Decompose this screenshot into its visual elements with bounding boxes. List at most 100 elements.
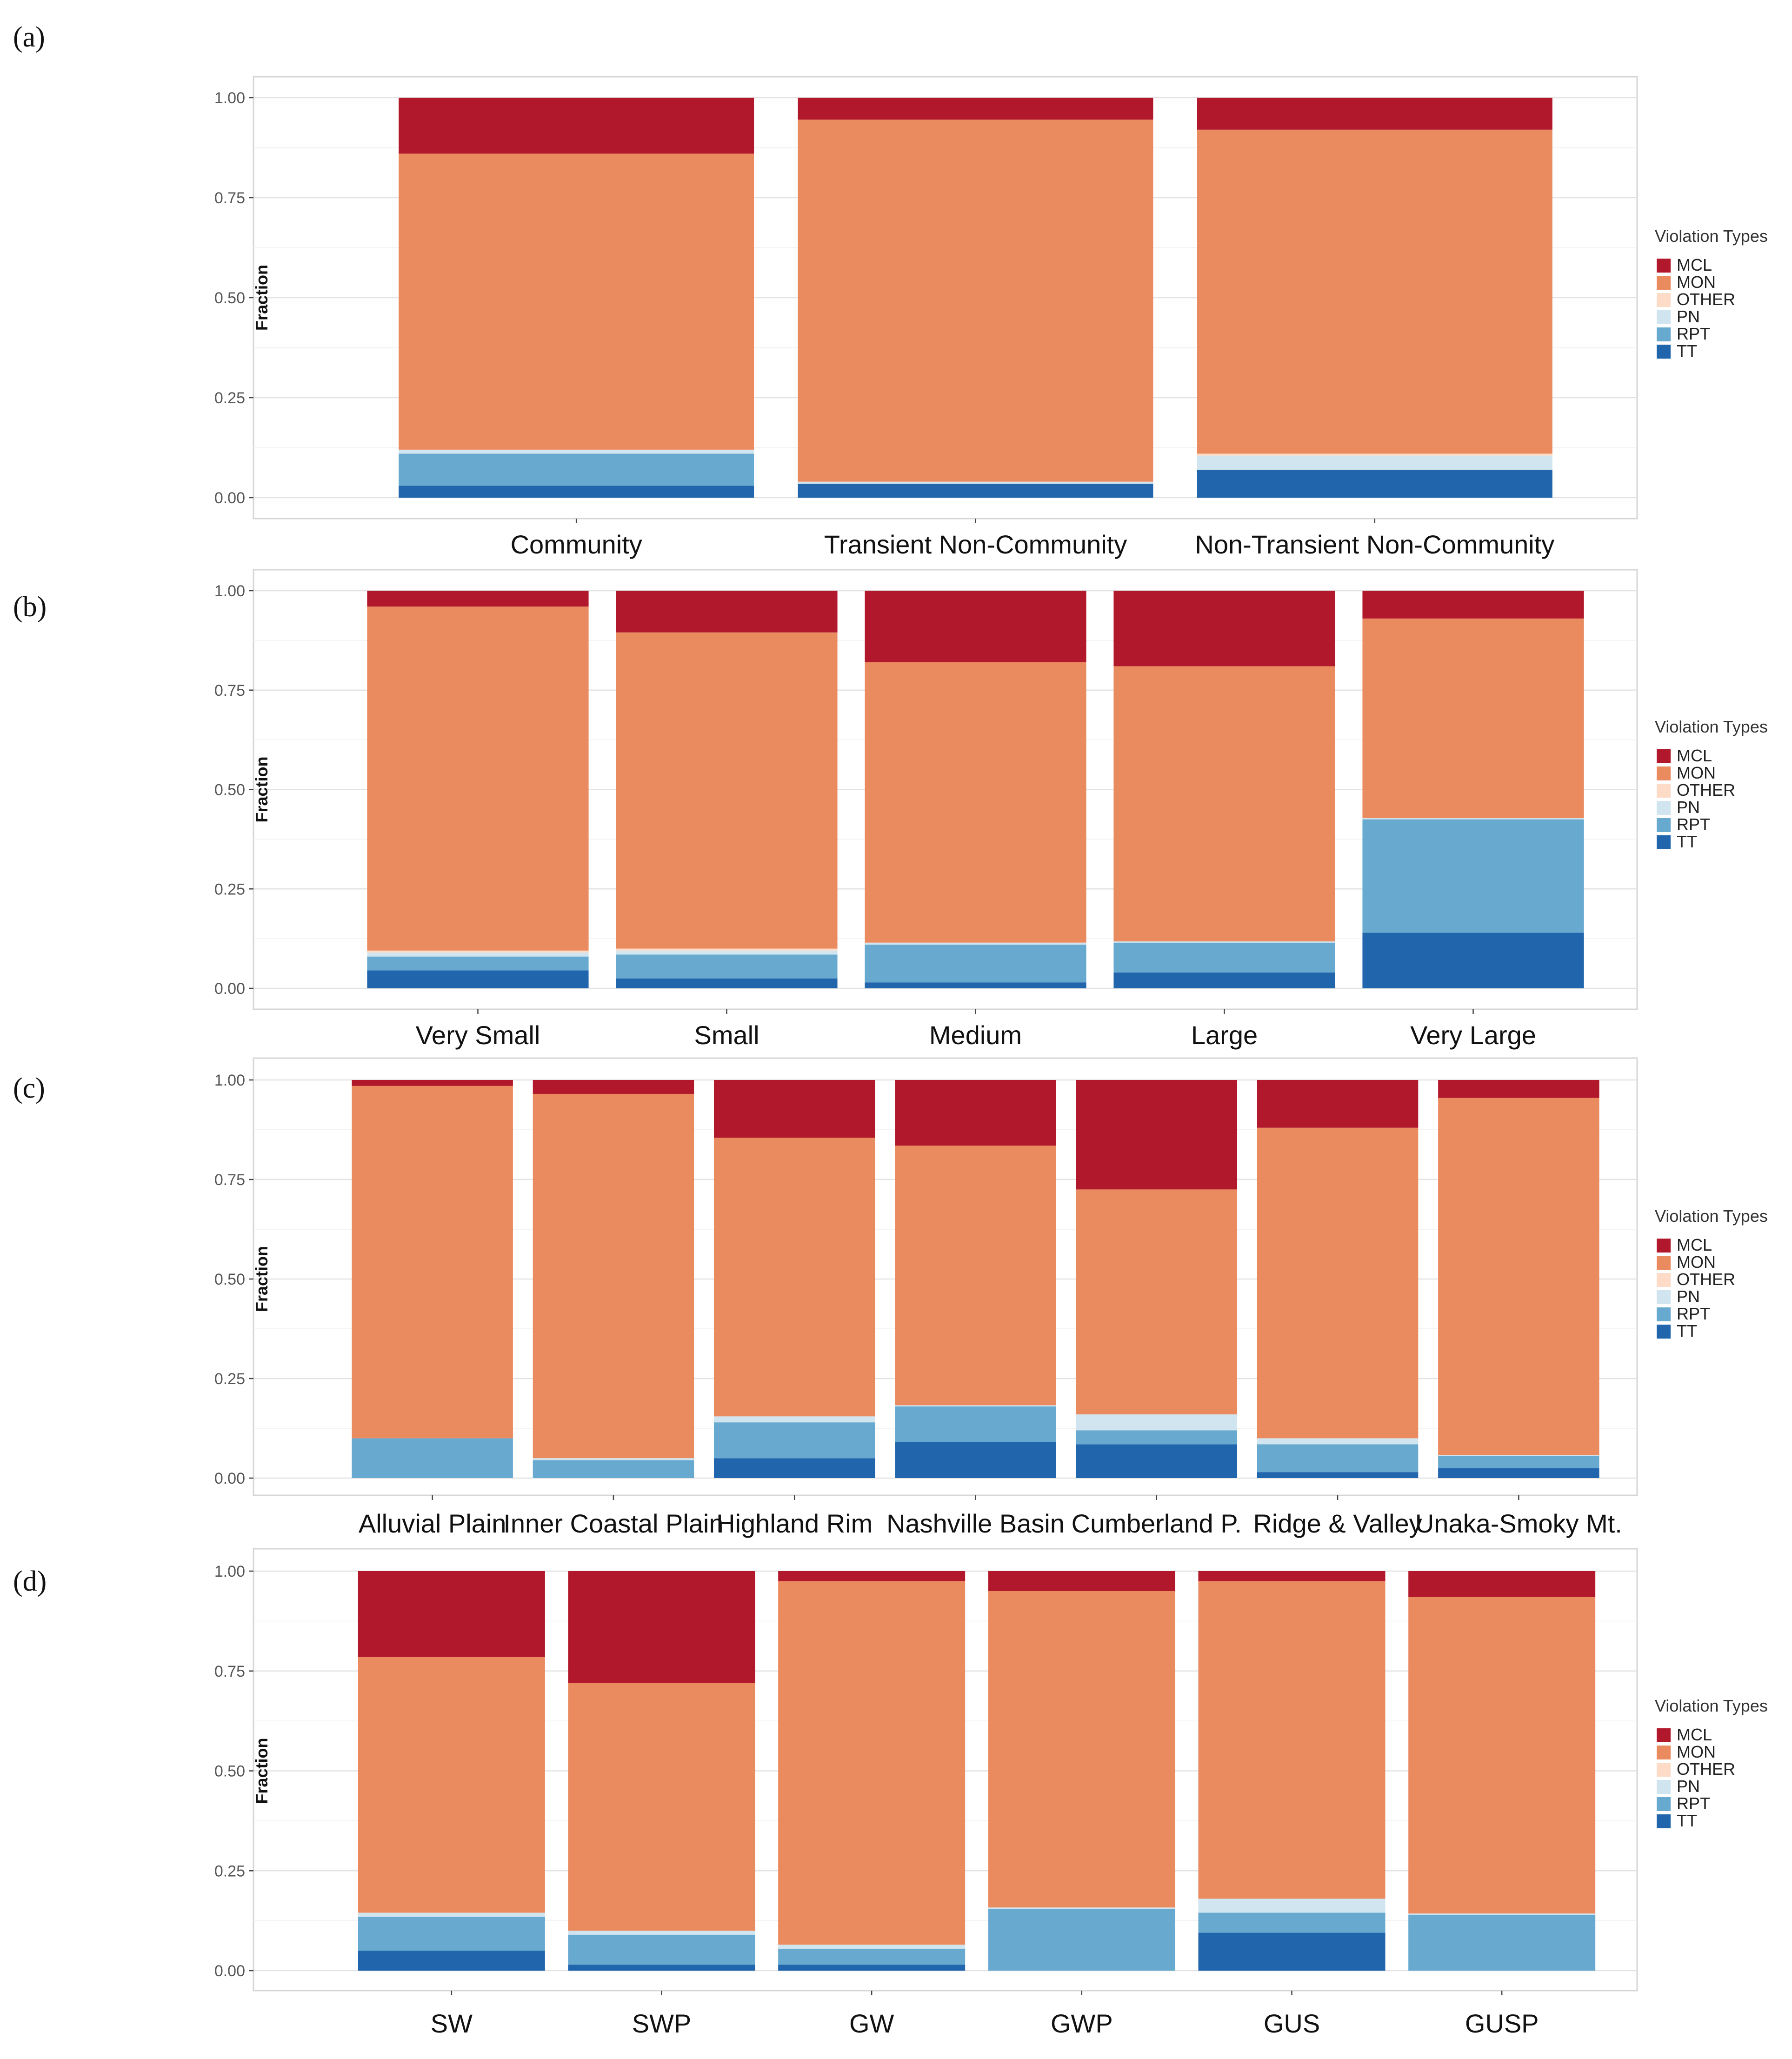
x-category-label: Transient Non-Community: [824, 530, 1127, 559]
bar-segment-tt: [367, 970, 589, 988]
bar-segment-rpt: [358, 1917, 545, 1951]
bar-segment-pn: [533, 1458, 694, 1460]
legend-swatch-mcl: [1657, 749, 1671, 763]
bar-segment-mon: [367, 606, 589, 951]
bar-segment-pn: [1076, 1414, 1238, 1431]
bar-segment-mcl: [1076, 1080, 1238, 1190]
legend-swatch-mon: [1657, 1256, 1671, 1270]
legend-label-tt: TT: [1677, 832, 1697, 851]
legend-label-other: OTHER: [1677, 1759, 1735, 1779]
legend-swatch-pn: [1657, 1780, 1671, 1794]
legend-swatch-other: [1657, 293, 1671, 307]
legend-swatch-other: [1657, 784, 1671, 798]
bar-segment-pn: [1198, 1899, 1386, 1913]
bar-segment-rpt: [778, 1948, 966, 1965]
x-category-label: Highland Rim: [716, 1509, 873, 1538]
y-tick-label: 0.00: [214, 980, 245, 998]
panel-letter: (b): [13, 591, 47, 623]
bar-segment-pn: [1362, 818, 1584, 820]
bar-segment-mon: [533, 1093, 694, 1459]
legend-label-tt: TT: [1677, 341, 1697, 360]
legend-label-mon: MON: [1677, 1253, 1716, 1272]
panel-d: (d) 0.00 0.25 0.50 0.75 1.00 Fraction SW SWP GW GW…: [13, 1548, 1768, 2038]
panel-b: (b) 0.00 0.25 0.50 0.75 1.00 Fraction Very Smal…: [13, 569, 1768, 1050]
x-category-label: Nashville Basin: [886, 1509, 1065, 1538]
x-category-label: Inner Coastal Plain: [503, 1509, 723, 1538]
y-tick-label: 0.50: [214, 1763, 245, 1780]
legend-title: Violation Types: [1655, 227, 1768, 246]
x-category-label: GUS: [1264, 2009, 1320, 2038]
bar-segment-mon: [616, 632, 838, 949]
legend-swatch-pn: [1657, 310, 1671, 324]
bar-segment-tt: [713, 1458, 875, 1478]
legend-label-mon: MON: [1677, 763, 1716, 782]
legend-label-other: OTHER: [1677, 290, 1735, 309]
bar-segment-tt: [895, 1442, 1056, 1478]
bar-segment-rpt: [1198, 1912, 1386, 1933]
bar-segment-mon: [1076, 1189, 1238, 1415]
bar-segment-other: [616, 948, 838, 951]
y-tick-label: 0.00: [214, 1470, 245, 1487]
y-tick-label: 0.25: [214, 389, 245, 407]
legend-label-mon: MON: [1677, 1742, 1716, 1761]
legend-label-mcl: MCL: [1677, 1725, 1712, 1744]
bar-segment-pn: [713, 1416, 875, 1423]
legend-label-rpt: RPT: [1677, 1794, 1710, 1813]
bar-segment-pn: [568, 1931, 755, 1935]
y-tick-label: 0.25: [214, 1862, 245, 1880]
bar-segment-pn: [865, 942, 1086, 945]
bar-segment-rpt: [367, 956, 589, 971]
legend-label-mon: MON: [1677, 273, 1716, 292]
bar-segment-mon: [1408, 1597, 1596, 1914]
legend-label-other: OTHER: [1677, 780, 1735, 800]
bar-segment-rpt: [713, 1422, 875, 1459]
y-axis-title: Fraction: [252, 265, 271, 331]
legend-label-tt: TT: [1677, 1811, 1697, 1830]
legend-label-tt: TT: [1677, 1321, 1697, 1340]
bar-segment-pn: [1408, 1913, 1596, 1915]
legend-swatch-mcl: [1657, 259, 1671, 273]
bar-segment-rpt: [1076, 1430, 1238, 1445]
bar-segment-tt: [358, 1951, 545, 1971]
bar-segment-tt: [399, 486, 754, 498]
bar-segment-mon: [778, 1581, 966, 1945]
legend-title: Violation Types: [1655, 1206, 1768, 1226]
legend-swatch-mcl: [1657, 1728, 1671, 1742]
bar-segment-mon: [988, 1591, 1175, 1908]
bar-segment-tt: [1198, 1932, 1386, 1971]
bar-segment-mcl: [399, 98, 754, 154]
x-category-label: SW: [431, 2009, 473, 2038]
x-category-label: SWP: [632, 2009, 692, 2038]
bar-segment-tt: [616, 978, 838, 988]
bar-segment-mcl: [616, 591, 838, 633]
bar-segment-pn: [778, 1945, 966, 1949]
bar-segment-other: [367, 950, 589, 953]
bar-segment-pn: [988, 1907, 1175, 1909]
x-category-label: Ridge & Valley: [1253, 1509, 1422, 1538]
bar-segment-rpt: [616, 954, 838, 979]
bar-segment-rpt: [352, 1438, 513, 1478]
legend-swatch-mon: [1657, 766, 1671, 780]
y-tick-label: 0.75: [214, 189, 245, 207]
legend-label-rpt: RPT: [1677, 324, 1710, 343]
bar-segment-mon: [358, 1657, 545, 1913]
bar-segment-mcl: [798, 98, 1153, 120]
legend-swatch-tt: [1657, 835, 1671, 849]
bar-segment-pn: [358, 1912, 545, 1917]
y-axis-title: Fraction: [252, 756, 271, 822]
bar-segment-mon: [1113, 666, 1335, 942]
bar-segment-mcl: [1198, 1571, 1386, 1581]
legend-title: Violation Types: [1655, 1696, 1768, 1715]
bar-segment-rpt: [1362, 819, 1584, 933]
bar-segment-mon: [1438, 1098, 1599, 1455]
x-category-label: Large: [1191, 1020, 1258, 1050]
y-tick-label: 0.75: [214, 1663, 245, 1680]
x-category-label: Unaka-Smoky Mt.: [1415, 1509, 1622, 1538]
x-category-label: Medium: [929, 1020, 1022, 1050]
legend-swatch-other: [1657, 1273, 1671, 1287]
legend-swatch-rpt: [1657, 818, 1671, 832]
y-tick-label: 0.00: [214, 489, 245, 507]
bar-segment-rpt: [1257, 1444, 1419, 1473]
